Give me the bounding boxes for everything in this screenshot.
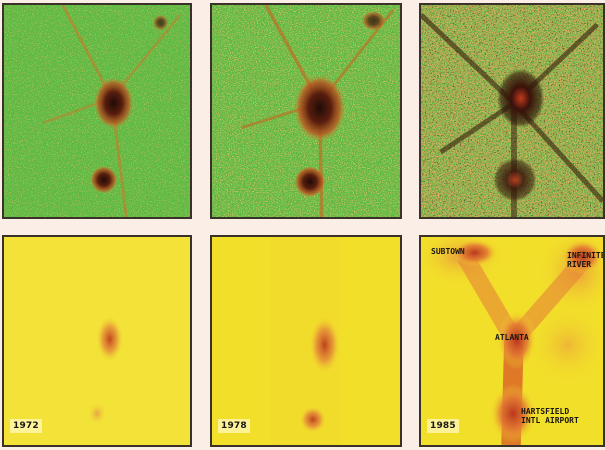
density-peak-center [308,315,341,375]
satellite-panel-first [2,3,192,219]
satellite-panel-second [210,3,402,219]
place-label-center: ATLANTA [495,333,529,342]
urban-core-center [497,68,545,128]
density-map-third [421,237,603,445]
year-label-second: 1978 [218,419,250,433]
urban-core-south [294,165,326,198]
density-panel-first: 1972 [2,235,192,447]
density-peak-northwest [451,238,499,267]
density-panel-third: SUBTOWN INFINITE RIVER ATLANTA HARTSFIEL… [419,235,605,447]
density-peak-northeast [560,238,603,275]
satellite-image-third [421,5,603,217]
year-label-first: 1972 [10,419,42,433]
urban-core-south [493,158,537,202]
satellite-image-second [212,5,400,217]
urban-core-south [90,165,118,194]
place-label-northeast: INFINITE RIVER [567,251,605,269]
urban-core-center [94,77,134,129]
place-label-south: HARTSFIELD INTL AIRPORT [521,407,579,425]
density-peak-south [489,384,537,444]
density-peak-center [96,315,124,363]
density-map-second [212,237,400,445]
density-peak-south [87,401,107,426]
year-label-third: 1985 [427,419,459,433]
density-peak-center [497,310,537,370]
satellite-panel-third [419,3,605,219]
place-label-northwest: SUBTOWN [431,247,465,256]
urban-core-center [294,74,346,142]
density-map-first [4,237,190,445]
density-peak-south [299,405,327,434]
density-panel-second: 1978 [210,235,402,447]
satellite-image-first [4,5,190,217]
